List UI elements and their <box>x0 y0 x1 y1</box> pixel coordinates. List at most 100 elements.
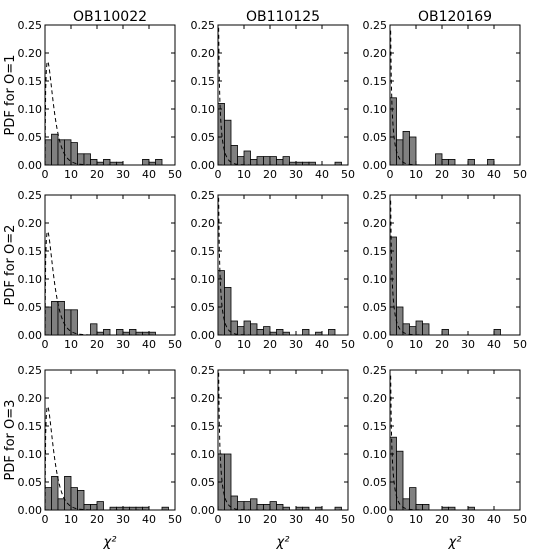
x-tick-label: 20 <box>435 338 449 351</box>
y-tick-label: 0.05 <box>363 301 388 314</box>
histogram-bar <box>71 488 78 510</box>
x-tick-label: 0 <box>42 513 49 526</box>
histogram-bar <box>238 157 245 165</box>
histogram-bar <box>244 321 251 335</box>
histogram-bar <box>45 488 52 510</box>
y-tick-label: 0.15 <box>363 75 388 88</box>
x-tick-label: 20 <box>90 338 104 351</box>
histogram-bar <box>442 159 449 165</box>
panel-frame-4 <box>218 195 348 335</box>
histogram-bar <box>91 504 98 510</box>
x-tick-label: 10 <box>409 168 423 181</box>
x-tick-label: 10 <box>237 513 251 526</box>
y-tick-label: 0.00 <box>363 329 388 342</box>
y-tick-label: 0.20 <box>18 217 43 230</box>
y-tick-label: 0.10 <box>18 448 43 461</box>
histogram-bar <box>52 476 59 510</box>
histogram-bar <box>416 504 423 510</box>
row-label-2: PDF for O=3 <box>3 400 18 481</box>
x-tick-label: 50 <box>513 513 527 526</box>
x-tick-label: 0 <box>42 338 49 351</box>
histogram-bar <box>423 324 430 335</box>
histogram-bar <box>231 145 238 165</box>
histogram-bar <box>244 151 251 165</box>
histogram-bar <box>397 307 404 335</box>
x-tick-label: 10 <box>64 513 78 526</box>
histogram-bar <box>329 329 336 335</box>
y-tick-label: 0.25 <box>191 364 216 377</box>
histogram-bar <box>494 329 501 335</box>
column-title-0: OB110022 <box>73 9 147 25</box>
panel-frame-5 <box>390 195 520 335</box>
y-tick-label: 0.25 <box>363 189 388 202</box>
histogram-bar <box>117 329 124 335</box>
x-tick-label: 10 <box>409 513 423 526</box>
x-tick-label: 30 <box>461 168 475 181</box>
histogram-bar <box>488 159 495 165</box>
x-tick-label: 40 <box>315 513 329 526</box>
histogram-bar <box>52 301 59 335</box>
x-tick-label: 50 <box>341 513 355 526</box>
y-tick-label: 0.15 <box>363 420 388 433</box>
y-tick-label: 0.25 <box>18 189 43 202</box>
histogram-bar <box>218 103 225 165</box>
histogram-bar <box>130 329 137 335</box>
x-tick-label: 30 <box>461 338 475 351</box>
y-tick-label: 0.20 <box>191 217 216 230</box>
x-tick-label: 50 <box>168 338 182 351</box>
y-tick-label: 0.05 <box>18 301 43 314</box>
y-tick-label: 0.15 <box>191 420 216 433</box>
histogram-bar <box>84 504 91 510</box>
histogram-bar <box>244 502 251 510</box>
y-tick-label: 0.00 <box>191 329 216 342</box>
histogram-bar <box>71 310 78 335</box>
y-tick-label: 0.05 <box>363 476 388 489</box>
x-tick-label: 0 <box>42 168 49 181</box>
histogram-bar <box>45 140 52 165</box>
y-tick-label: 0.10 <box>191 273 216 286</box>
panel-frame-7 <box>218 370 348 510</box>
y-tick-label: 0.25 <box>363 364 388 377</box>
panel-frame-1 <box>218 25 348 165</box>
x-tick-label: 10 <box>237 168 251 181</box>
y-tick-label: 0.10 <box>363 103 388 116</box>
x-axis-label-1: χ² <box>276 535 290 550</box>
histogram-bar <box>303 329 310 335</box>
x-tick-label: 20 <box>263 338 277 351</box>
y-tick-label: 0.00 <box>363 159 388 172</box>
histogram-bar <box>238 327 245 335</box>
column-title-1: OB110125 <box>246 9 320 25</box>
histogram-bar <box>225 120 232 165</box>
histogram-bar <box>65 140 72 165</box>
histogram-bar <box>78 154 85 165</box>
histogram-bar <box>277 504 284 510</box>
y-tick-label: 0.20 <box>18 47 43 60</box>
x-tick-label: 50 <box>341 338 355 351</box>
x-tick-label: 30 <box>289 513 303 526</box>
histogram-bar <box>84 154 91 165</box>
y-tick-label: 0.20 <box>18 392 43 405</box>
histogram-bar <box>225 454 232 510</box>
y-tick-label: 0.10 <box>18 103 43 116</box>
x-tick-label: 40 <box>487 513 501 526</box>
x-tick-label: 0 <box>215 513 222 526</box>
histogram-bar <box>65 476 72 510</box>
histogram-bar <box>97 502 104 510</box>
histogram-bar <box>277 159 284 165</box>
x-tick-label: 40 <box>315 338 329 351</box>
y-tick-label: 0.10 <box>363 273 388 286</box>
histogram-bar <box>257 329 264 335</box>
histogram-bar <box>264 157 271 165</box>
y-tick-label: 0.15 <box>363 245 388 258</box>
y-tick-label: 0.25 <box>191 19 216 32</box>
x-tick-label: 20 <box>435 168 449 181</box>
x-tick-label: 40 <box>315 168 329 181</box>
x-tick-label: 10 <box>64 168 78 181</box>
x-tick-label: 30 <box>289 338 303 351</box>
histogram-bar <box>410 327 417 335</box>
y-tick-label: 0.00 <box>191 504 216 517</box>
x-tick-label: 20 <box>435 513 449 526</box>
histogram-bar <box>104 159 111 165</box>
histogram-bar <box>257 504 264 510</box>
